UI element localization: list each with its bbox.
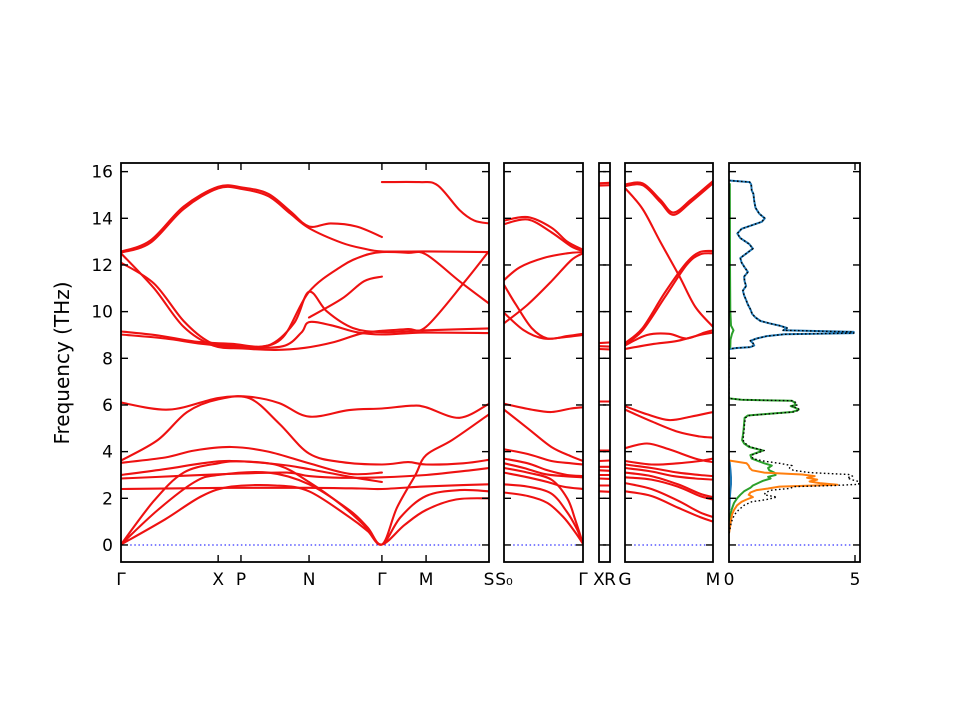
phonon-band: [121, 185, 489, 254]
kpoint-label: M: [706, 570, 721, 590]
phonon-band: [625, 466, 713, 481]
panel-gamma-x-p-n-gamma-m-s: [120, 162, 490, 563]
phonon-band: [504, 448, 583, 466]
phonon-band: [121, 445, 383, 476]
phonon-band: [599, 341, 610, 345]
phonon-band: [121, 483, 489, 491]
phonon-band: [625, 252, 713, 346]
y-tick-label: 12: [91, 256, 113, 276]
kpoint-label: G: [618, 570, 631, 590]
phonon-band: [121, 184, 383, 253]
phonon-band: [599, 490, 610, 493]
kpoint-label: Γ: [578, 570, 588, 590]
phonon-band: [625, 408, 713, 439]
dos-partial-orange: [729, 459, 839, 534]
dos-total-dotted: [729, 179, 860, 535]
kpoint-label: R: [604, 570, 616, 590]
phonon-band: [504, 283, 583, 340]
phonon-band: [504, 457, 583, 478]
panel-x-r-curves: [599, 181, 610, 546]
phonon-band: [625, 471, 713, 499]
phonon-band: [121, 483, 489, 546]
phonon-band: [599, 459, 610, 463]
kpoint-label: P: [236, 570, 246, 590]
y-tick-label: 4: [102, 443, 113, 463]
phonon-band: [625, 186, 713, 328]
phonon-band: [625, 249, 713, 345]
phonon-band: [504, 462, 583, 479]
panel-gamma-x-p-n-gamma-m-s-curves: [121, 180, 489, 546]
y-tick-label: 0: [102, 536, 113, 556]
kpoint-label: Γ: [116, 570, 126, 590]
dos-x-tick-label: 0: [724, 570, 735, 590]
dos-x-tick-label: 5: [850, 570, 861, 590]
dos-partial-blue: [729, 179, 855, 350]
phonon-band: [625, 457, 713, 466]
panel-dos: [728, 162, 861, 563]
phonon-band: [504, 311, 583, 340]
phonon-band: [121, 395, 489, 419]
phonon-band: [625, 482, 713, 519]
phonon-band: [504, 402, 583, 414]
panel-gamma-x-p-n-gamma-m-s-frame: [120, 162, 490, 563]
phonon-band: [380, 180, 489, 225]
kpoint-label: N: [303, 570, 316, 590]
phonon-band: [625, 329, 713, 347]
kpoint-label: S₀: [495, 570, 513, 590]
phonon-band: [625, 331, 713, 351]
phonon-band: [625, 490, 713, 523]
kpoint-label: Γ: [377, 570, 387, 590]
phonon-band: [121, 290, 489, 348]
phonon-band: [504, 491, 583, 545]
phonon-band: [599, 181, 610, 185]
phonon-band: [625, 463, 713, 478]
phonon-band: [599, 469, 610, 472]
phonon-band: [625, 442, 713, 464]
phonon-band: [121, 413, 489, 546]
panel-x-r-frame: [598, 162, 611, 563]
panel-g-m: [624, 162, 714, 563]
panel-g-m-frame: [624, 162, 714, 563]
phonon-band: [121, 320, 489, 349]
phonon-band: [625, 182, 713, 216]
y-tick-label: 2: [102, 489, 113, 509]
phonon-band: [504, 483, 583, 545]
panel-s0-gamma: [503, 162, 584, 563]
panel-s0-gamma-frame: [503, 162, 584, 563]
y-tick-label: 14: [91, 209, 113, 229]
phonon-band: [504, 215, 583, 251]
y-axis-title: Frequency (THz): [50, 281, 74, 445]
dos-partial-green-high: [729, 183, 735, 350]
kpoint-label: M: [419, 570, 434, 590]
kpoint-label: X: [593, 570, 605, 590]
phonon-band: [307, 275, 383, 319]
phonon-band: [121, 471, 489, 546]
phonon-band: [625, 476, 713, 501]
panel-s0-gamma-curves: [504, 215, 583, 546]
y-tick-label: 10: [91, 303, 113, 323]
phonon-band: [504, 251, 583, 282]
phonon-band: [504, 252, 583, 325]
phonon-band: [121, 395, 489, 466]
phonon-band: [504, 218, 583, 253]
phonon-band: [504, 408, 583, 463]
phonon-band: [121, 249, 489, 351]
kpoint-label: X: [212, 570, 224, 590]
phonon-band: [504, 471, 583, 491]
panel-dos-frame: [728, 162, 861, 563]
y-tick-label: 8: [102, 349, 113, 369]
dos-partial-green: [729, 397, 800, 522]
kpoint-label: S: [484, 570, 495, 590]
panel-x-r: [598, 162, 611, 563]
y-tick-label: 6: [102, 396, 113, 416]
phonon-band: [504, 466, 583, 545]
phonon-band: [625, 405, 713, 422]
panel-g-m-curves: [625, 179, 713, 546]
phonon-band: [625, 179, 713, 214]
y-tick-label: 16: [91, 163, 113, 183]
phonon-band: [121, 466, 489, 480]
panel-dos-curves: [729, 179, 860, 546]
